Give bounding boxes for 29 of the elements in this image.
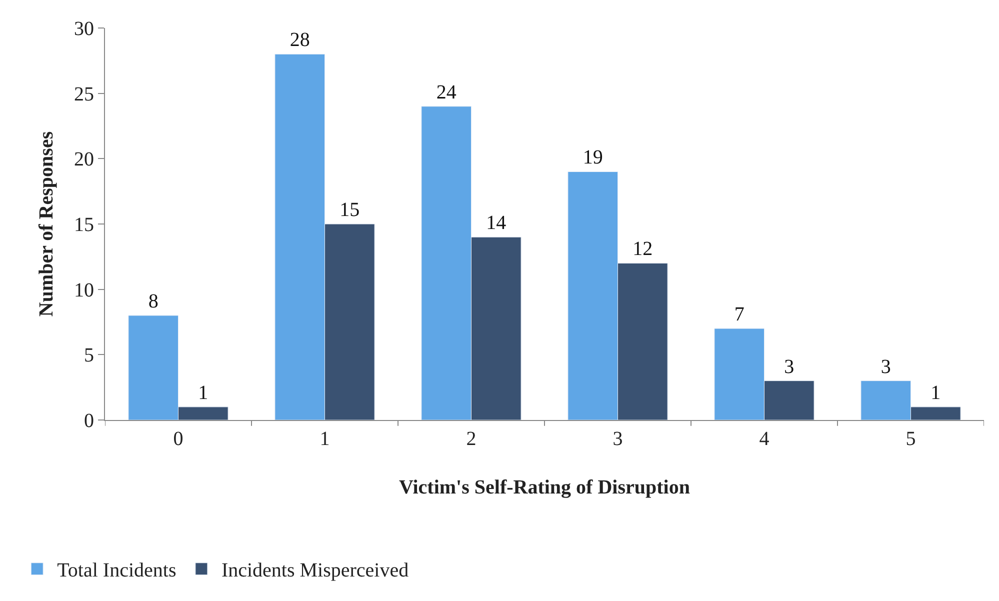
legend-label: Total Incidents bbox=[57, 560, 176, 582]
data-label: 1 bbox=[198, 382, 208, 404]
data-label: 3 bbox=[880, 356, 891, 378]
x-tick-label: 4 bbox=[759, 428, 770, 450]
x-tick-label: 5 bbox=[906, 428, 916, 450]
data-label: 12 bbox=[632, 238, 653, 260]
data-label: 8 bbox=[148, 290, 158, 312]
data-label: 3 bbox=[784, 356, 794, 378]
data-label: 1 bbox=[930, 382, 941, 404]
data-label: 15 bbox=[340, 199, 360, 221]
legend-label: Incidents Misperceived bbox=[221, 560, 409, 582]
y-axis-title: Number of Responses bbox=[36, 131, 58, 317]
y-tick-label: 30 bbox=[74, 18, 94, 40]
data-label: 24 bbox=[436, 81, 456, 104]
data-label: 7 bbox=[734, 304, 744, 326]
x-axis-title: Victim's Self-Rating of Disruption bbox=[399, 476, 690, 498]
x-tick-label: 1 bbox=[320, 428, 330, 450]
x-tick-label: 0 bbox=[173, 428, 184, 450]
y-tick-label: 5 bbox=[84, 344, 94, 367]
data-label: 28 bbox=[290, 29, 310, 52]
data-label: 14 bbox=[486, 212, 506, 234]
y-tick-label: 20 bbox=[74, 148, 94, 171]
y-tick-label: 10 bbox=[74, 279, 94, 302]
y-tick-label: 0 bbox=[84, 410, 94, 432]
x-tick-label: 2 bbox=[466, 428, 476, 450]
x-tick-label: 3 bbox=[612, 428, 623, 450]
data-label: 19 bbox=[582, 146, 603, 169]
y-tick-label: 25 bbox=[74, 83, 94, 106]
y-tick-label: 15 bbox=[74, 214, 94, 236]
